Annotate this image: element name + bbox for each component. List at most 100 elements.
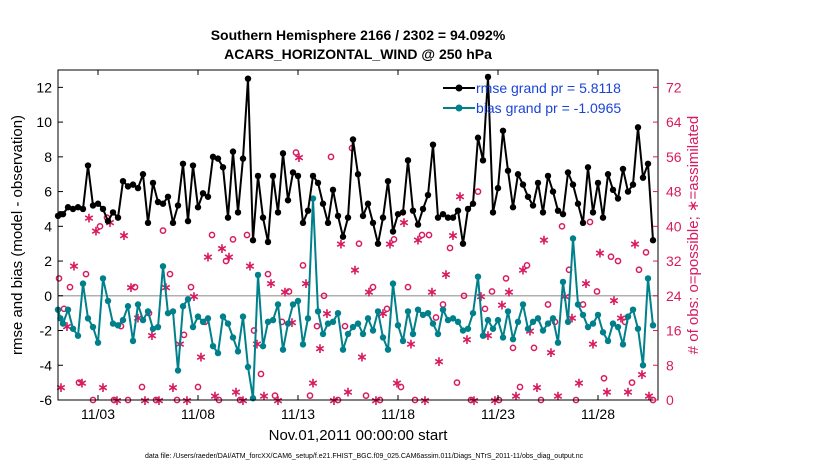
rmse-point: [89, 202, 97, 209]
bias-point: [174, 367, 182, 374]
rmse-point: [559, 210, 567, 218]
obs-assimilated-point: ∗: [321, 306, 333, 322]
obs-possible-point: [66, 283, 74, 291]
bias-point: [189, 323, 197, 331]
obs-assimilated-point: ∗: [433, 354, 445, 370]
bias-point: [124, 303, 132, 310]
obs-assimilated-point: ∗: [76, 376, 88, 392]
bias-point: [59, 320, 67, 327]
obs-assimilated-point: ∗: [482, 328, 494, 344]
obs-possible-point: [222, 257, 230, 265]
bias-point: [589, 320, 597, 327]
obs-assimilated-point: ∗: [524, 324, 536, 340]
bias-point: [444, 316, 452, 324]
bias-point: [234, 348, 242, 355]
y-axis-right-ticks: 0 8 16 24 32 40 48 56 64 72: [653, 79, 682, 408]
bias-point: [184, 296, 192, 303]
rmse-point: [249, 237, 257, 244]
obs-assimilated-point: ∗: [146, 328, 158, 344]
obs-possible-point: [474, 188, 482, 195]
rmse-point: [579, 219, 587, 227]
obs-assimilated-point: ∗: [202, 250, 214, 266]
obs-possible-point: [397, 383, 405, 391]
obs-assimilated-point: ∗: [636, 367, 648, 383]
bias-point: [394, 322, 402, 329]
y-right-tick-label: 64: [666, 114, 682, 130]
rmse-point: [404, 157, 412, 164]
rmse-point: [354, 171, 362, 178]
bias-point: [229, 334, 237, 341]
rmse-point: [164, 193, 172, 200]
bias-point: [204, 315, 212, 322]
rmse-point: [124, 183, 132, 190]
y-axis-right-label: # of obs: o=possible; ∗=assimilated: [685, 116, 702, 355]
obs-assimilated-point: ∗: [328, 393, 340, 409]
rmse-point: [379, 214, 387, 221]
bias-point: [314, 308, 322, 315]
obs-possible-point: [383, 305, 391, 313]
obs-assimilated-point: ∗: [230, 384, 242, 400]
bias-point: [424, 309, 432, 317]
rmse-point: [154, 198, 162, 206]
data-file-footnote: data file: /Users/raeder/DAI/ATM_forcXX/…: [145, 453, 584, 460]
rmse-point: [464, 205, 472, 213]
rmse-point: [144, 219, 152, 227]
obs-possible-point: [285, 288, 293, 295]
bias-point: [389, 280, 397, 287]
bias-point: [94, 339, 102, 346]
bias-point: [254, 271, 262, 279]
obs-assimilated-point: ∗: [545, 345, 557, 361]
rmse-point: [484, 73, 492, 81]
x-axis-label: Nov.01,2011 00:00:00 start: [269, 427, 449, 444]
obs-possible-point: [432, 314, 440, 321]
bias-point: [504, 308, 512, 315]
rmse-point: [454, 207, 462, 214]
rmse-point: [419, 205, 427, 213]
bias-point: [369, 327, 377, 334]
obs-assimilated-point: ∗: [118, 228, 130, 244]
obs-possible-point: [635, 266, 643, 274]
bias-point: [79, 280, 87, 287]
rmse-point: [444, 214, 452, 221]
rmse-point: [584, 164, 592, 171]
bias-point: [639, 362, 647, 369]
bias-point: [64, 306, 72, 313]
rmse-point: [409, 207, 417, 214]
rmse-point: [414, 221, 422, 228]
obs-assimilated-point: ∗: [580, 276, 592, 292]
obs-assimilated-point: ∗: [300, 276, 312, 292]
rmse-point: [204, 193, 212, 200]
bias-point: [129, 337, 137, 345]
rmse-point: [179, 160, 187, 167]
obs-assimilated-point: ∗: [622, 384, 634, 400]
obs-assimilated-point: ∗: [573, 376, 585, 392]
obs-assimilated-point: ∗: [125, 280, 137, 296]
obs-possible-point: [607, 253, 615, 261]
rmse-point: [139, 171, 147, 178]
obs-assimilated-point: ∗: [139, 393, 151, 409]
bias-point: [569, 235, 577, 242]
rmse-point: [529, 202, 537, 209]
rmse-point: [574, 200, 582, 207]
bias-point: [274, 301, 282, 308]
rmse-point: [314, 179, 322, 187]
obs-possible-point: [586, 218, 594, 226]
bias-point: [244, 363, 252, 371]
rmse-point: [519, 181, 527, 188]
obs-assimilated-point: ∗: [377, 306, 389, 322]
rmse-point: [84, 162, 92, 169]
rmse-point: [239, 155, 247, 162]
obs-possible-point: [488, 288, 496, 295]
bias-point: [469, 309, 477, 317]
y-left-tick-label: -2: [40, 323, 53, 339]
bias-point: [304, 315, 312, 322]
rmse-point: [429, 141, 437, 148]
rmse-point: [264, 238, 272, 246]
obs-assimilated-point: ∗: [594, 245, 606, 261]
x-tick-label: 11/18: [381, 406, 415, 422]
x-tick-label: 11/08: [181, 406, 215, 422]
bias-point: [57, 315, 64, 322]
bias-point: [114, 322, 122, 329]
rmse-point: [244, 75, 252, 82]
